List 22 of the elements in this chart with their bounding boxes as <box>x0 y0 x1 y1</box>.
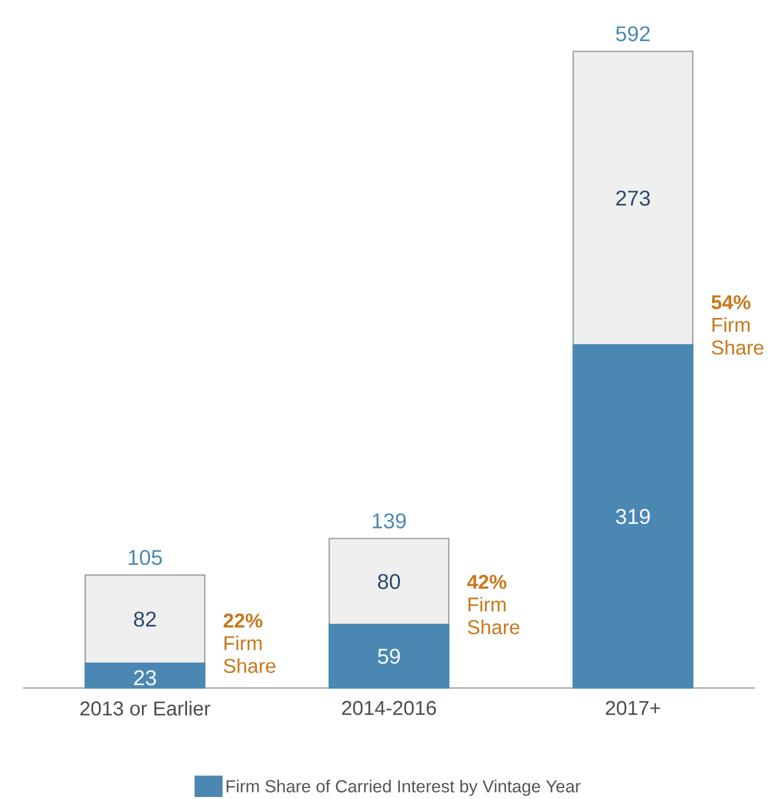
bar <box>84 662 206 689</box>
data-label: 82 <box>134 612 156 627</box>
data-label: 319 <box>616 508 650 524</box>
data-label: 273 <box>616 190 650 206</box>
bar <box>572 50 694 346</box>
data-label: 23 <box>134 670 156 686</box>
data-label: 59 <box>378 648 400 664</box>
annotation: 42% Firm Share <box>467 574 520 634</box>
x-tick-label: 2014-2016 <box>342 700 436 716</box>
bar <box>328 624 450 689</box>
legend-label: Firm Share of Carried Interest by Vintage Year <box>226 780 580 796</box>
data-label: 80 <box>378 574 400 590</box>
bar <box>572 344 694 689</box>
total-label: 105 <box>128 550 162 566</box>
total-label: 139 <box>372 513 406 528</box>
annotation: 54% Firm Share <box>712 295 764 355</box>
x-tick-label: 2017+ <box>606 700 660 716</box>
total-label: 592 <box>616 26 650 42</box>
annotation: 22% Firm Share <box>224 614 276 673</box>
x-tick-label: 2013 or Earlier <box>80 700 210 716</box>
bar <box>328 538 450 626</box>
bar <box>84 574 206 664</box>
